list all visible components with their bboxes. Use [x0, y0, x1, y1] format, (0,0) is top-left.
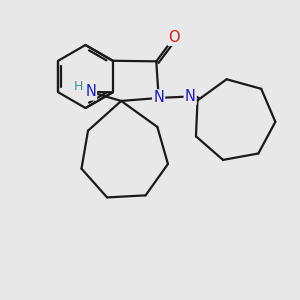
Text: N: N: [85, 84, 96, 99]
Text: H: H: [73, 80, 83, 93]
Text: O: O: [169, 30, 180, 45]
Text: N: N: [185, 89, 196, 104]
Text: N: N: [153, 90, 164, 105]
